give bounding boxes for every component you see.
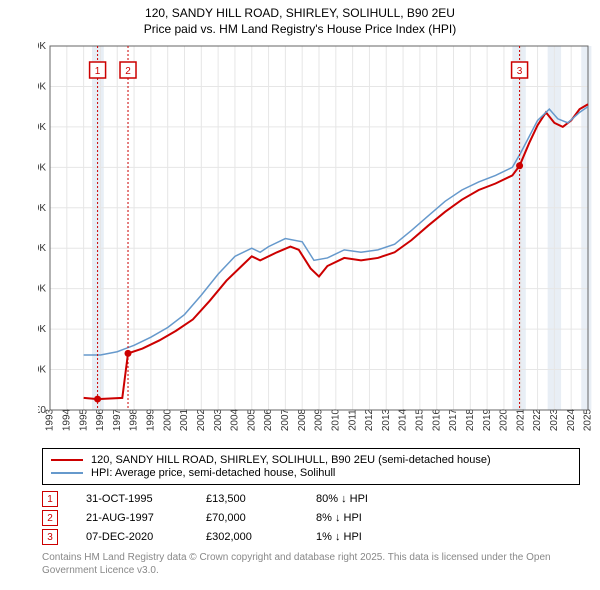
legend-row-1: 120, SANDY HILL ROAD, SHIRLEY, SOLIHULL,… [51, 454, 571, 466]
svg-text:2021: 2021 [515, 408, 526, 431]
svg-text:£350K: £350K [38, 122, 46, 133]
svg-text:2006: 2006 [263, 408, 274, 431]
svg-text:2025: 2025 [583, 408, 594, 431]
svg-text:2008: 2008 [297, 408, 308, 431]
svg-text:2011: 2011 [347, 409, 358, 431]
svg-text:£400K: £400K [38, 81, 46, 92]
svg-text:2023: 2023 [549, 408, 560, 431]
svg-text:2002: 2002 [196, 408, 207, 431]
legend-row-2: HPI: Average price, semi-detached house,… [51, 467, 571, 479]
svg-text:2014: 2014 [398, 408, 409, 431]
svg-text:1999: 1999 [146, 408, 157, 431]
table-row: 3 07-DEC-2020 £302,000 1% ↓ HPI [42, 529, 600, 545]
chart-title-line2: Price paid vs. HM Land Registry's House … [0, 22, 600, 40]
svg-text:1993: 1993 [45, 408, 56, 431]
svg-text:2012: 2012 [364, 408, 375, 431]
svg-text:2018: 2018 [465, 408, 476, 431]
sale-marker-2: 2 [42, 510, 58, 526]
svg-text:2000: 2000 [162, 408, 173, 431]
attribution-text: Contains HM Land Registry data © Crown c… [42, 551, 580, 577]
svg-text:£250K: £250K [38, 203, 46, 214]
svg-text:1994: 1994 [61, 408, 72, 431]
sale-hpi: 8% ↓ HPI [316, 512, 436, 524]
svg-text:2019: 2019 [482, 408, 493, 431]
chart-container: 120, SANDY HILL ROAD, SHIRLEY, SOLIHULL,… [0, 0, 600, 590]
table-row: 1 31-OCT-1995 £13,500 80% ↓ HPI [42, 491, 600, 507]
sale-date: 21-AUG-1997 [86, 512, 206, 524]
svg-text:2007: 2007 [280, 408, 291, 431]
sales-table: 1 31-OCT-1995 £13,500 80% ↓ HPI 2 21-AUG… [42, 491, 600, 545]
sale-marker-1: 1 [42, 491, 58, 507]
svg-text:2005: 2005 [246, 408, 257, 431]
svg-text:1996: 1996 [95, 408, 106, 431]
svg-text:1998: 1998 [129, 408, 140, 431]
svg-text:2024: 2024 [566, 408, 577, 431]
svg-text:2020: 2020 [499, 408, 510, 431]
table-row: 2 21-AUG-1997 £70,000 8% ↓ HPI [42, 510, 600, 526]
svg-text:2: 2 [125, 66, 131, 77]
svg-text:1995: 1995 [78, 408, 89, 431]
svg-text:2013: 2013 [381, 408, 392, 431]
svg-text:2010: 2010 [330, 408, 341, 431]
svg-text:£450K: £450K [38, 41, 46, 52]
chart-plot-area: £0£50K£100K£150K£200K£250K£300K£350K£400… [38, 40, 598, 440]
svg-text:2017: 2017 [448, 408, 459, 431]
legend-label-property: 120, SANDY HILL ROAD, SHIRLEY, SOLIHULL,… [91, 454, 491, 466]
svg-text:£150K: £150K [38, 284, 46, 295]
chart-svg: £0£50K£100K£150K£200K£250K£300K£350K£400… [38, 40, 598, 440]
legend-swatch-property [51, 459, 83, 461]
svg-text:2001: 2001 [179, 408, 190, 431]
svg-text:2003: 2003 [213, 408, 224, 431]
svg-text:£300K: £300K [38, 162, 46, 173]
sale-date: 31-OCT-1995 [86, 493, 206, 505]
svg-text:2004: 2004 [230, 408, 241, 431]
svg-text:£200K: £200K [38, 243, 46, 254]
svg-text:£50K: £50K [38, 365, 46, 376]
svg-text:1997: 1997 [112, 408, 123, 431]
sale-hpi: 1% ↓ HPI [316, 531, 436, 543]
sale-marker-3: 3 [42, 529, 58, 545]
svg-text:1: 1 [95, 66, 101, 77]
sale-hpi: 80% ↓ HPI [316, 493, 436, 505]
svg-text:2022: 2022 [532, 408, 543, 431]
chart-title-line1: 120, SANDY HILL ROAD, SHIRLEY, SOLIHULL,… [0, 0, 600, 22]
svg-text:£100K: £100K [38, 324, 46, 335]
sale-price: £13,500 [206, 493, 316, 505]
svg-text:2016: 2016 [431, 408, 442, 431]
svg-text:2015: 2015 [415, 408, 426, 431]
legend: 120, SANDY HILL ROAD, SHIRLEY, SOLIHULL,… [42, 448, 580, 485]
svg-text:2009: 2009 [314, 408, 325, 431]
legend-label-hpi: HPI: Average price, semi-detached house,… [91, 467, 335, 479]
sale-date: 07-DEC-2020 [86, 531, 206, 543]
sale-price: £70,000 [206, 512, 316, 524]
svg-text:3: 3 [517, 66, 523, 77]
legend-swatch-hpi [51, 472, 83, 474]
sale-price: £302,000 [206, 531, 316, 543]
